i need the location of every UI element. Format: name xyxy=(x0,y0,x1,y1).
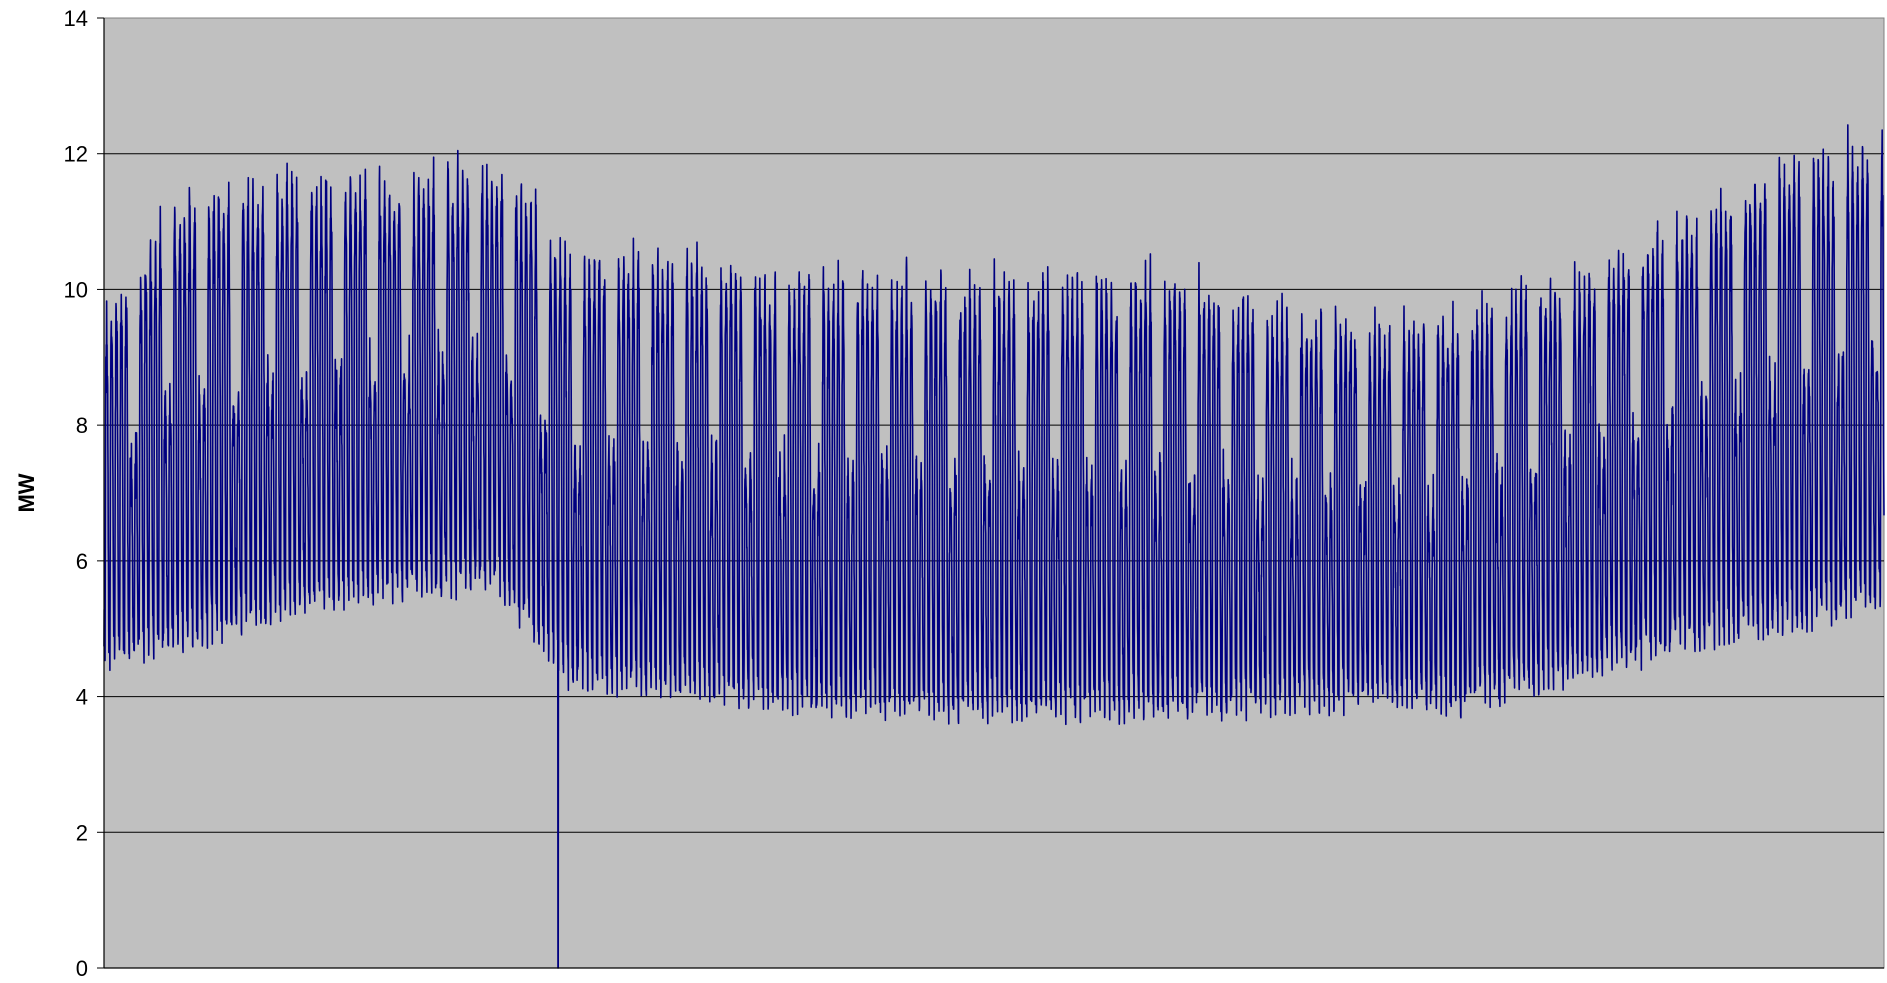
y-tick-label: 2 xyxy=(76,820,88,845)
y-tick-label: 14 xyxy=(64,6,88,31)
y-axis-title: MW xyxy=(14,473,39,512)
y-tick-label: 10 xyxy=(64,277,88,302)
y-tick-label: 6 xyxy=(76,549,88,574)
y-tick-label: 8 xyxy=(76,413,88,438)
y-tick-label: 0 xyxy=(76,956,88,981)
y-axis: 0 2 4 6 8 10 12 14 xyxy=(64,6,1884,981)
y-tick-label: 12 xyxy=(64,142,88,167)
series-layer xyxy=(103,124,1885,969)
y-tick-label: 4 xyxy=(76,685,88,710)
series-line xyxy=(103,124,1885,969)
